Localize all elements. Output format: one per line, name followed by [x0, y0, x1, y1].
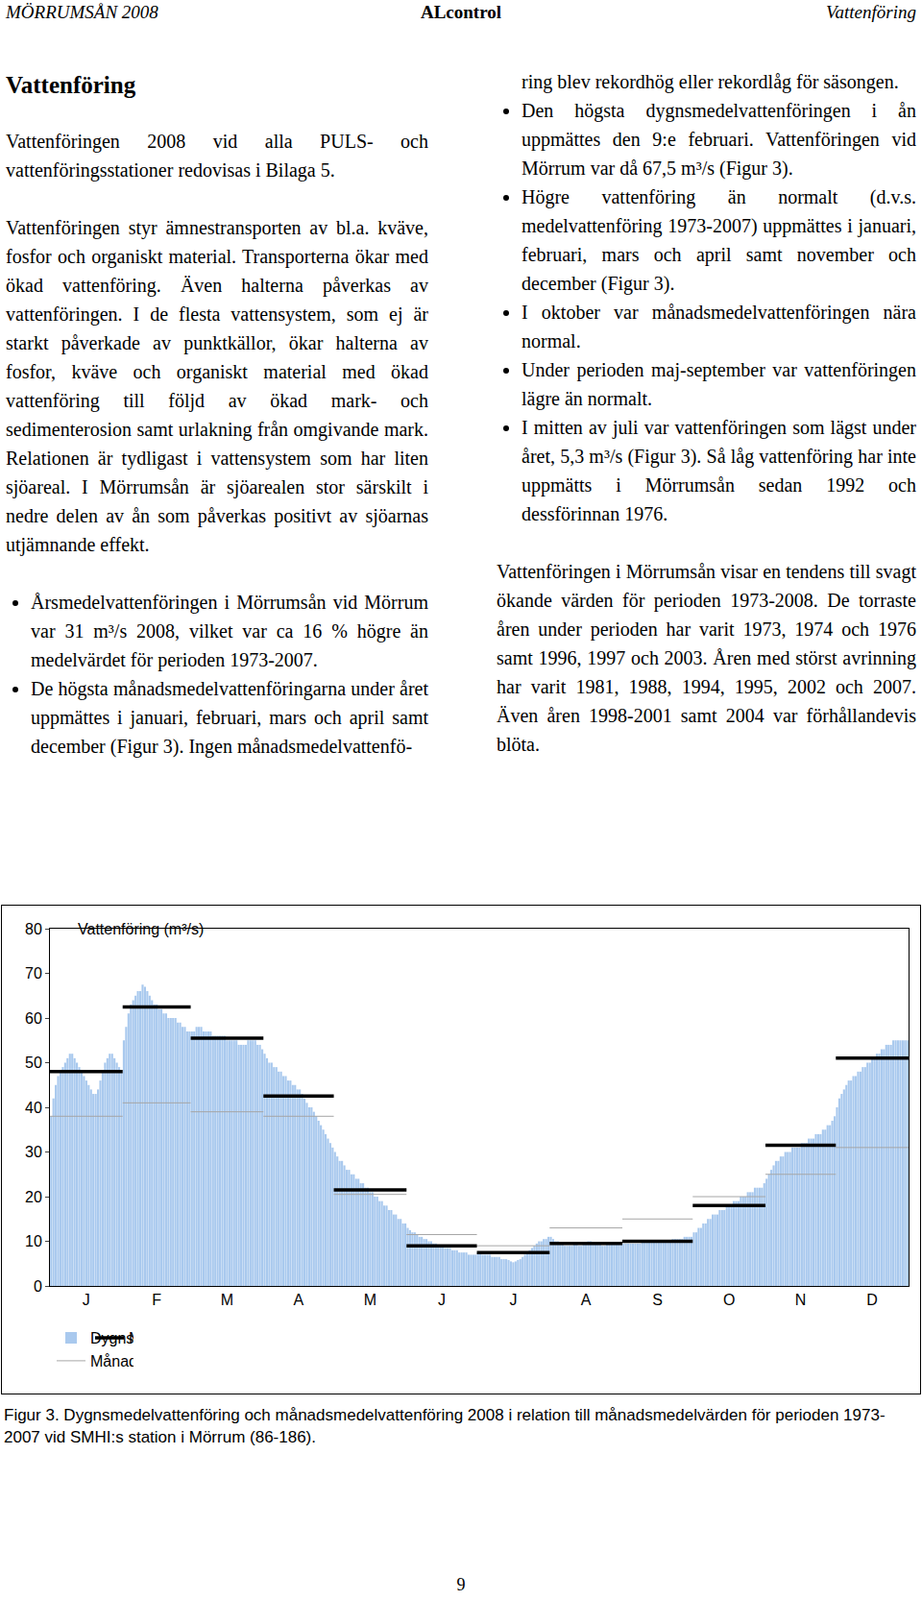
html-text:ring blev rekordhög eller reko: ring blev rekordhög eller rekordlåg för … — [521, 71, 899, 93]
svg-text:J: J — [82, 1291, 91, 1309]
svg-text:50: 50 — [24, 1054, 43, 1071]
svg-text:M: M — [363, 1291, 377, 1309]
svg-text:M: M — [220, 1291, 234, 1309]
svg-text:10: 10 — [24, 1233, 43, 1250]
svg-text:S: S — [652, 1291, 663, 1309]
svg-text:Månadsmedelvattenföring Mörrum: Månadsmedelvattenföring Mörrum 1973-2007 — [90, 1353, 134, 1370]
svg-text:30: 30 — [24, 1143, 43, 1161]
svg-text:0: 0 — [33, 1278, 43, 1295]
svg-text:Vattenföring (m³/s): Vattenföring (m³/s) — [77, 921, 204, 938]
html-text:Vattenföringen i Mörrumsån vis: Vattenföringen i Mörrumsån visar en tend… — [496, 560, 917, 755]
html-text:I mitten av juli var vattenför: I mitten av juli var vattenföringen som … — [521, 416, 917, 525]
html-text:9: 9 — [456, 1575, 466, 1595]
svg-text:A: A — [581, 1291, 592, 1309]
html-text:Vattenföring: Vattenföring — [825, 1, 917, 23]
html-text:Figur 3. Dygnsmedelvattenförin: Figur 3. Dygnsmedelvattenföring och måna… — [3, 1406, 886, 1447]
html-text:Vattenföringen 2008 vid alla P: Vattenföringen 2008 vid alla PULS- och v… — [5, 130, 429, 181]
svg-text:F: F — [151, 1291, 162, 1309]
html-text:I oktober var månadsmedelvatte: I oktober var månadsmedelvattenföringen … — [521, 301, 917, 352]
svg-text:J: J — [509, 1291, 517, 1309]
html-text:Den högsta dygnsmedelvattenför: Den högsta dygnsmedelvattenföringen i ån… — [521, 99, 917, 179]
html-text:ALcontrol: ALcontrol — [420, 1, 502, 23]
svg-text:80: 80 — [24, 921, 43, 938]
svg-text:Månadsmedelvattenföring Mörrum: Månadsmedelvattenföring Mörrum 2008 — [128, 1330, 134, 1347]
html-text:Högre vattenföring än normalt: Högre vattenföring än normalt (d.v.s. me… — [521, 186, 917, 294]
svg-text:20: 20 — [24, 1188, 43, 1206]
svg-text:J: J — [437, 1291, 446, 1309]
svg-text:A: A — [293, 1291, 305, 1309]
html-text:Årsmedelvattenföringen i Mörru: Årsmedelvattenföringen i Mörrumsån vid M… — [30, 591, 429, 671]
svg-text:40: 40 — [24, 1099, 43, 1117]
svg-text:N: N — [795, 1291, 807, 1309]
html-text:Vattenföring: Vattenföring — [5, 72, 136, 98]
svg-text:70: 70 — [24, 965, 43, 982]
html-text:Vattenföringen styr ämnestrans: Vattenföringen styr ämnestransporten av … — [5, 217, 429, 556]
svg-text:Dygnsmedelvattenföring Mörrum: Dygnsmedelvattenföring Mörrum 2008 — [90, 1330, 134, 1347]
html-text:De högsta månadsmedelvattenför: De högsta månadsmedelvattenföringarna un… — [30, 678, 429, 757]
svg-text:D: D — [866, 1291, 878, 1309]
svg-text:60: 60 — [24, 1010, 43, 1027]
html-text:MÖRRUMSÅN 2008: MÖRRUMSÅN 2008 — [5, 1, 159, 23]
html-text:Under perioden maj-september v: Under perioden maj-september var vattenf… — [521, 359, 917, 410]
svg-text:O: O — [723, 1291, 735, 1309]
